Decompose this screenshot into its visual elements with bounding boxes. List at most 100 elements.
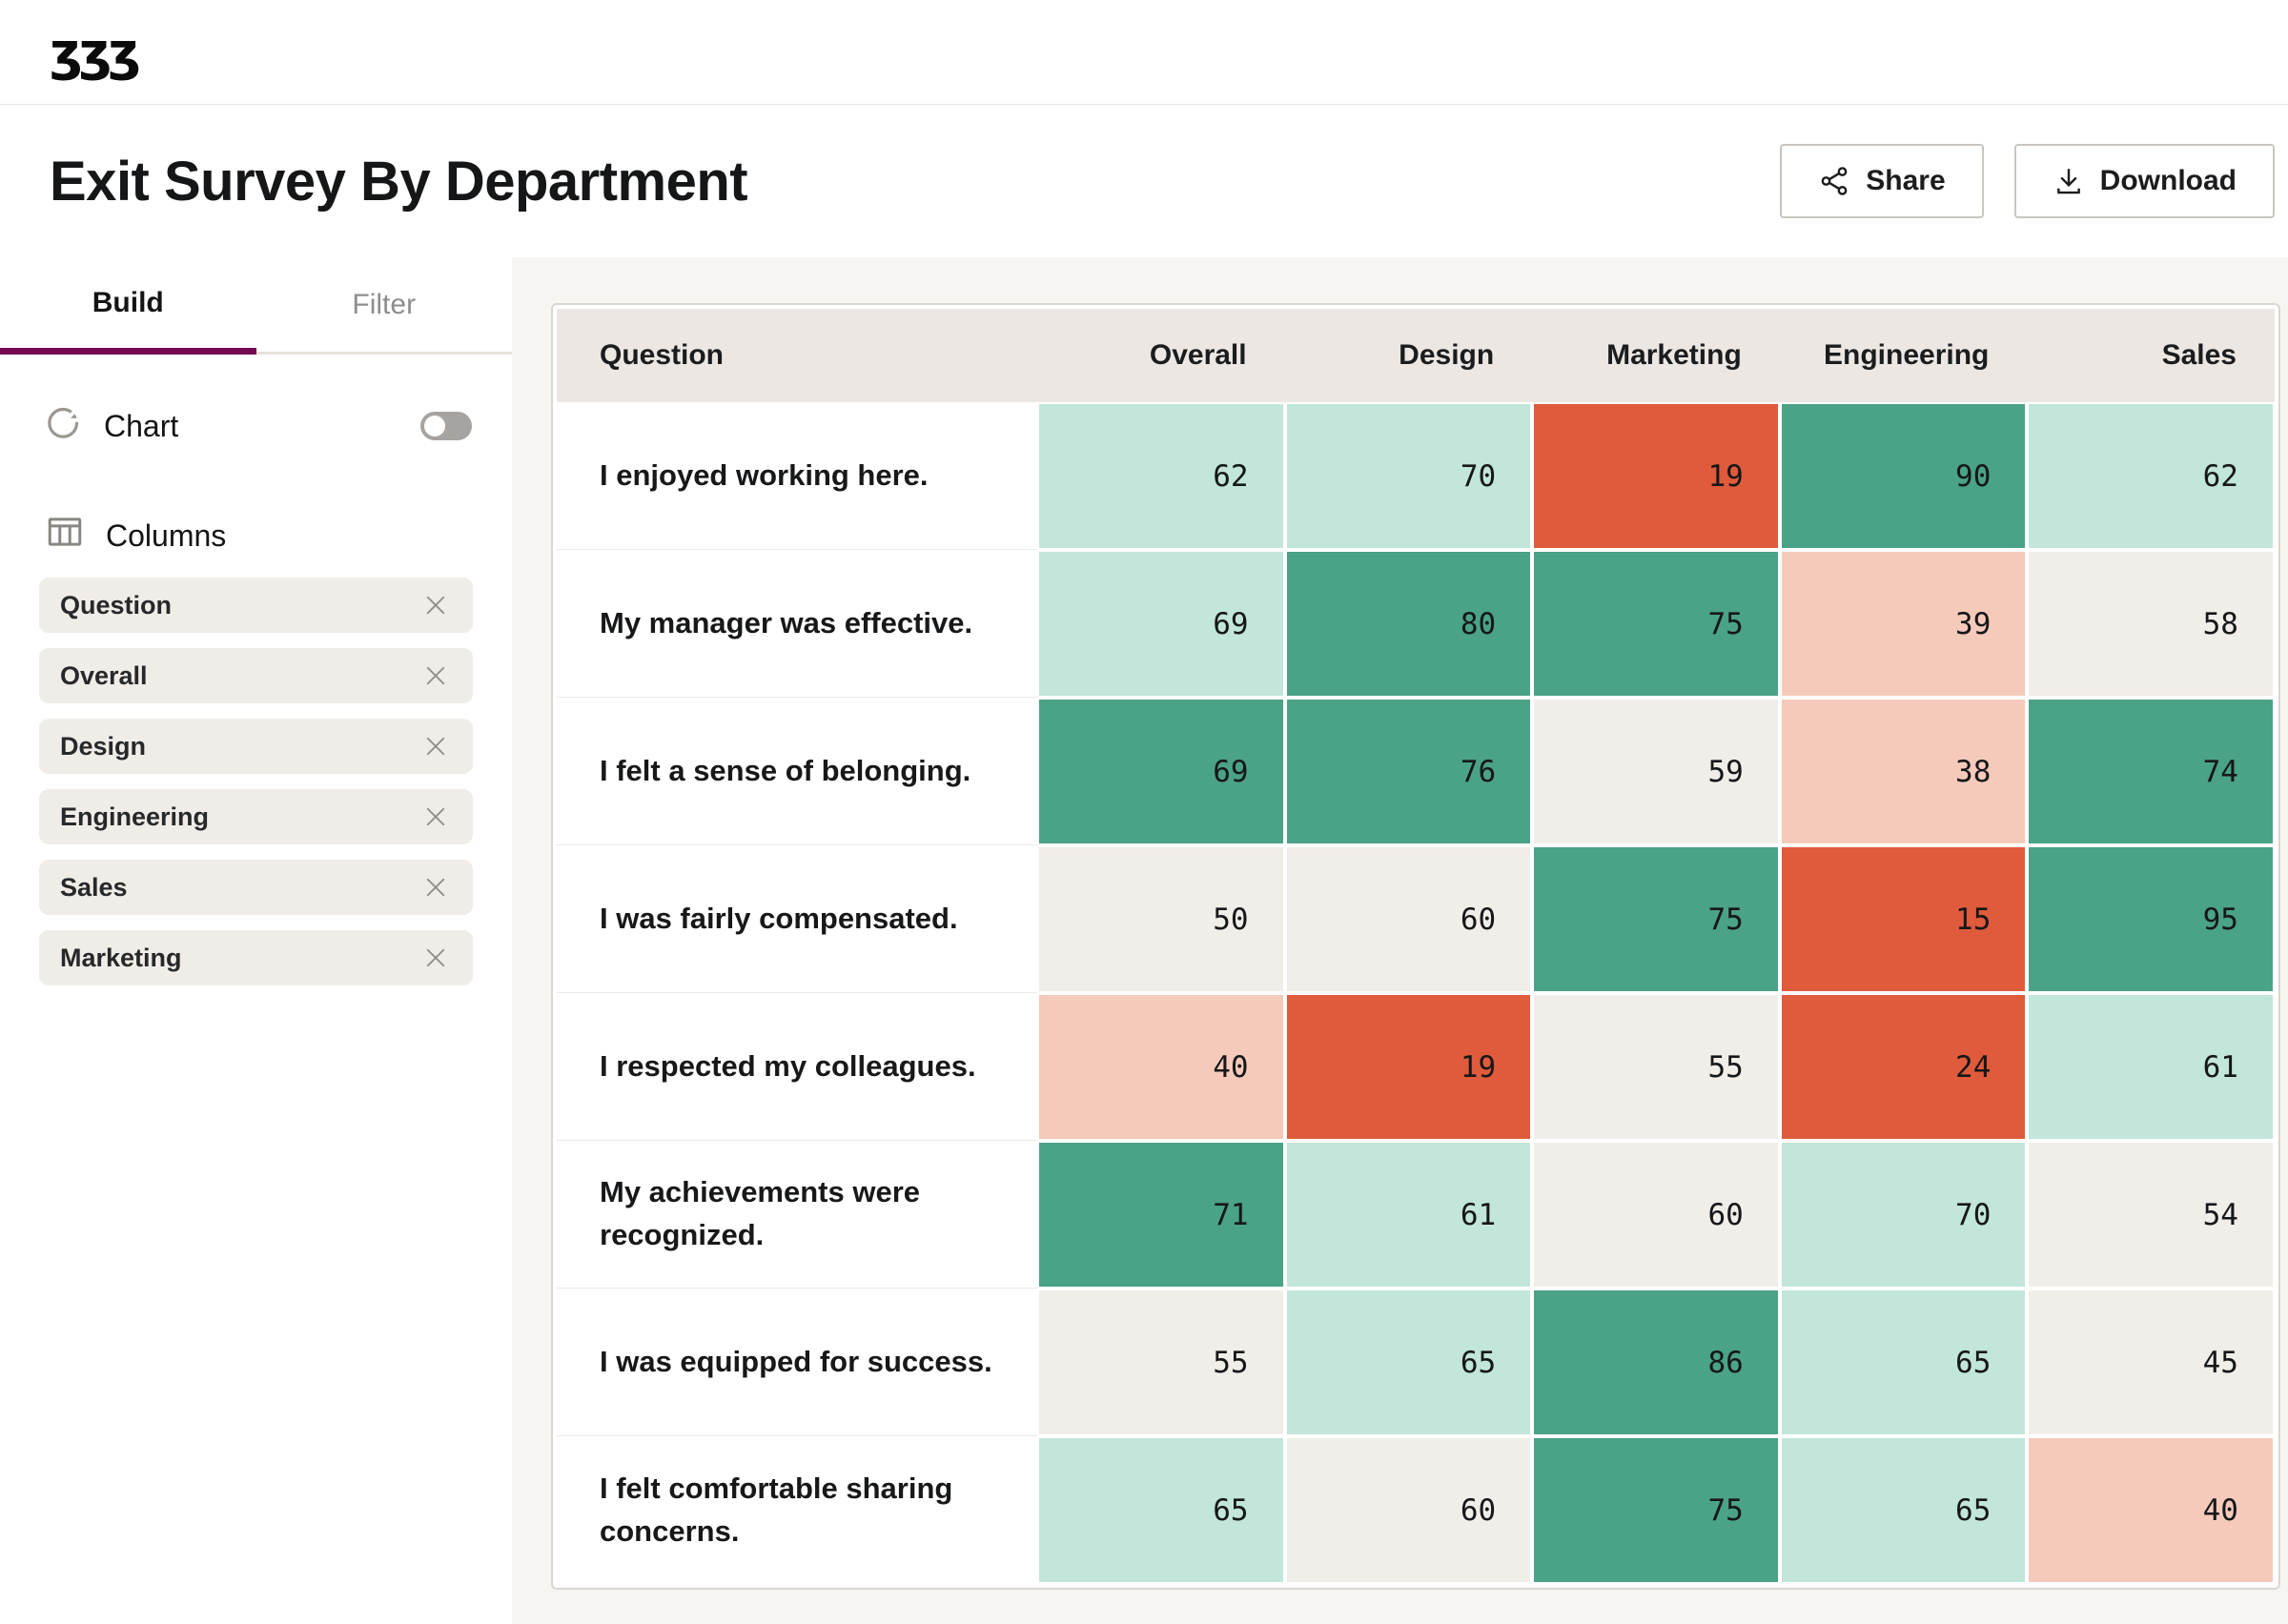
value-cell: 65 <box>1286 1290 1531 1434</box>
value-cell: 39 <box>1781 552 2026 696</box>
value-cell: 45 <box>2029 1290 2273 1434</box>
data-table-card: Question Overall Design Marketing Engineerin… <box>551 303 2280 1590</box>
pie-chart-icon <box>45 403 83 449</box>
question-cell: I felt comfortable sharing concerns. <box>557 1436 1037 1584</box>
column-chip-label: Engineering <box>60 802 210 831</box>
value-cell: 40 <box>1039 995 1283 1139</box>
value-cell: 90 <box>1781 404 2026 548</box>
table-row: I felt a sense of belonging. 69 76 59 38 74 <box>557 698 2275 845</box>
question-cell: My manager was effective. <box>557 550 1037 698</box>
column-header-design: Design <box>1399 339 1495 371</box>
remove-column-icon[interactable] <box>421 732 450 761</box>
column-chip-label: Marketing <box>60 943 182 972</box>
column-header-marketing: Marketing <box>1606 339 1742 371</box>
remove-column-icon[interactable] <box>421 591 450 619</box>
value-cell: 15 <box>1781 847 2026 991</box>
value-cell: 60 <box>1286 1438 1531 1582</box>
column-header-question: Question <box>600 339 725 371</box>
value-cell: 55 <box>1534 995 1778 1139</box>
value-cell: 69 <box>1039 552 1283 696</box>
value-cell: 70 <box>1286 404 1531 548</box>
column-header-overall: Overall <box>1149 339 1247 371</box>
top-bar: ʒʒʒ <box>0 0 2288 105</box>
rippling-logo[interactable]: ʒʒʒ <box>50 21 141 82</box>
table-row: My achievements were recognized. 71 61 60 70… <box>557 1141 2275 1289</box>
value-cell: 65 <box>1781 1438 2026 1582</box>
value-cell: 61 <box>1286 1143 1531 1287</box>
value-cell: 59 <box>1534 700 1778 843</box>
download-button[interactable]: Download <box>2013 144 2275 218</box>
value-cell: 75 <box>1534 1438 1778 1582</box>
tab-build[interactable]: Build <box>0 257 256 355</box>
value-cell: 69 <box>1039 700 1283 843</box>
share-button-label: Share <box>1866 165 1946 196</box>
columns-section-label: Columns <box>106 518 227 553</box>
remove-column-icon[interactable] <box>421 873 450 902</box>
column-header-engineering: Engineering <box>1824 339 1990 371</box>
report-canvas: Question Overall Design Marketing Engineerin… <box>512 257 2288 1624</box>
column-chip[interactable]: Design <box>39 719 473 774</box>
value-cell: 86 <box>1534 1290 1778 1434</box>
title-bar: Exit Survey By Department Share Download <box>0 105 2288 257</box>
value-cell: 61 <box>2029 995 2273 1139</box>
column-chip[interactable]: Engineering <box>39 789 473 844</box>
remove-column-icon[interactable] <box>421 944 450 972</box>
value-cell: 80 <box>1286 552 1531 696</box>
columns-section-header: Columns <box>0 507 512 564</box>
column-chip[interactable]: Question <box>39 578 473 633</box>
share-button[interactable]: Share <box>1780 144 1984 218</box>
value-cell: 74 <box>2029 700 2273 843</box>
tab-filter[interactable]: Filter <box>255 257 512 355</box>
value-cell: 65 <box>1039 1438 1283 1582</box>
share-icon <box>1818 165 1850 197</box>
content-area: Build Filter Chart <box>0 257 2288 1624</box>
column-chip-label: Sales <box>60 872 128 902</box>
question-cell: I was equipped for success. <box>557 1289 1037 1436</box>
table-header-row: Question Overall Design Marketing Engineerin… <box>557 309 2275 402</box>
column-chip[interactable]: Overall <box>39 648 473 703</box>
remove-column-icon[interactable] <box>421 802 450 831</box>
value-cell: 55 <box>1039 1290 1283 1434</box>
value-cell: 65 <box>1781 1290 2026 1434</box>
column-chip-label: Design <box>60 731 147 761</box>
download-button-label: Download <box>2099 165 2237 196</box>
question-cell: My achievements were recognized. <box>557 1141 1037 1289</box>
table-row: I felt comfortable sharing concerns. 65 60… <box>557 1436 2275 1584</box>
columns-icon <box>45 512 85 559</box>
value-cell: 75 <box>1534 552 1778 696</box>
value-cell: 70 <box>1781 1143 2026 1287</box>
value-cell: 60 <box>1286 847 1531 991</box>
value-cell: 24 <box>1781 995 2026 1139</box>
table-row: I was equipped for success. 55 65 86 65 45 <box>557 1289 2275 1436</box>
column-chip-label: Overall <box>60 660 148 690</box>
value-cell: 40 <box>2029 1438 2273 1582</box>
column-chip-list: Question Overall Design Engineering Sales Mar… <box>0 564 512 985</box>
value-cell: 19 <box>1286 995 1531 1139</box>
question-cell: I felt a sense of belonging. <box>557 698 1037 845</box>
value-cell: 62 <box>1039 404 1283 548</box>
question-cell: I was fairly compensated. <box>557 845 1037 993</box>
value-cell: 19 <box>1534 404 1778 548</box>
value-cell: 50 <box>1039 847 1283 991</box>
column-chip[interactable]: Marketing <box>39 930 473 985</box>
value-cell: 38 <box>1781 700 2026 843</box>
question-cell: I enjoyed working here. <box>557 402 1037 550</box>
value-cell: 71 <box>1039 1143 1283 1287</box>
builder-sidebar: Build Filter Chart <box>0 257 512 1624</box>
table-row: I respected my colleagues. 40 19 55 24 61 <box>557 993 2275 1141</box>
value-cell: 76 <box>1286 700 1531 843</box>
chart-toggle-row: Chart <box>0 395 512 457</box>
remove-column-icon[interactable] <box>421 661 450 690</box>
question-cell: I respected my colleagues. <box>557 993 1037 1141</box>
value-cell: 54 <box>2029 1143 2273 1287</box>
column-chip[interactable]: Sales <box>39 860 473 915</box>
chart-toggle-switch[interactable] <box>420 412 472 440</box>
chart-toggle-label: Chart <box>104 408 179 443</box>
sidebar-tabs: Build Filter <box>0 257 512 355</box>
value-cell: 58 <box>2029 552 2273 696</box>
toggle-knob <box>424 416 445 436</box>
download-icon <box>2053 165 2085 197</box>
column-header-sales: Sales <box>2161 339 2237 371</box>
table-row: My manager was effective. 69 80 75 39 58 <box>557 550 2275 698</box>
table-row: I enjoyed working here. 62 70 19 90 62 <box>557 402 2275 550</box>
